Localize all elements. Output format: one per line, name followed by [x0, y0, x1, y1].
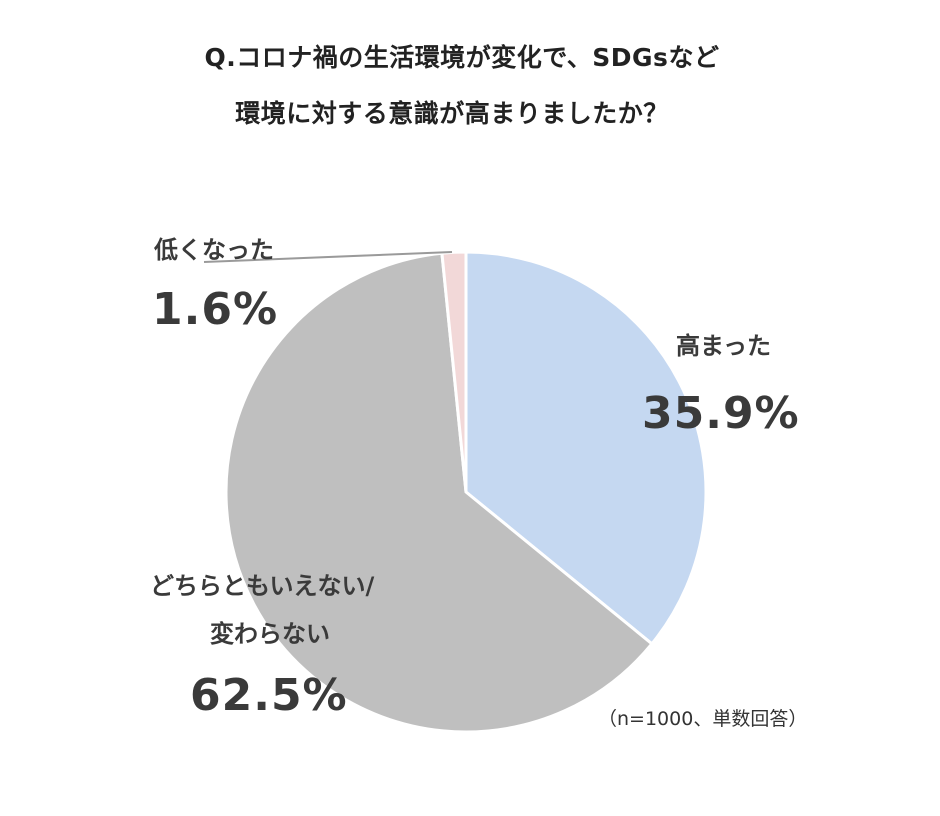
pie-slice-unchanged — [224, 251, 654, 734]
value-label-heightened: 35.9% — [642, 388, 800, 439]
label-unchanged-line1: どちらともいえない/ — [150, 572, 375, 600]
sample-note: （n=1000、単数回答） — [598, 708, 808, 730]
label-heightened: 高まった — [676, 332, 772, 360]
value-label-lowered: 1.6% — [152, 284, 279, 335]
chart-title-line1: Q.コロナ禍の生活環境が変化で、SDGsなど — [204, 43, 720, 72]
value-label-unchanged: 62.5% — [190, 670, 348, 721]
leader-line-low — [203, 251, 453, 263]
label-lowered: 低くなった — [154, 236, 274, 264]
chart-title-line2: 環境に対する意識が高まりましたか？ — [235, 99, 669, 128]
pie-slice-heightened — [464, 250, 708, 646]
label-unchanged-line2: 変わらない — [210, 620, 330, 648]
